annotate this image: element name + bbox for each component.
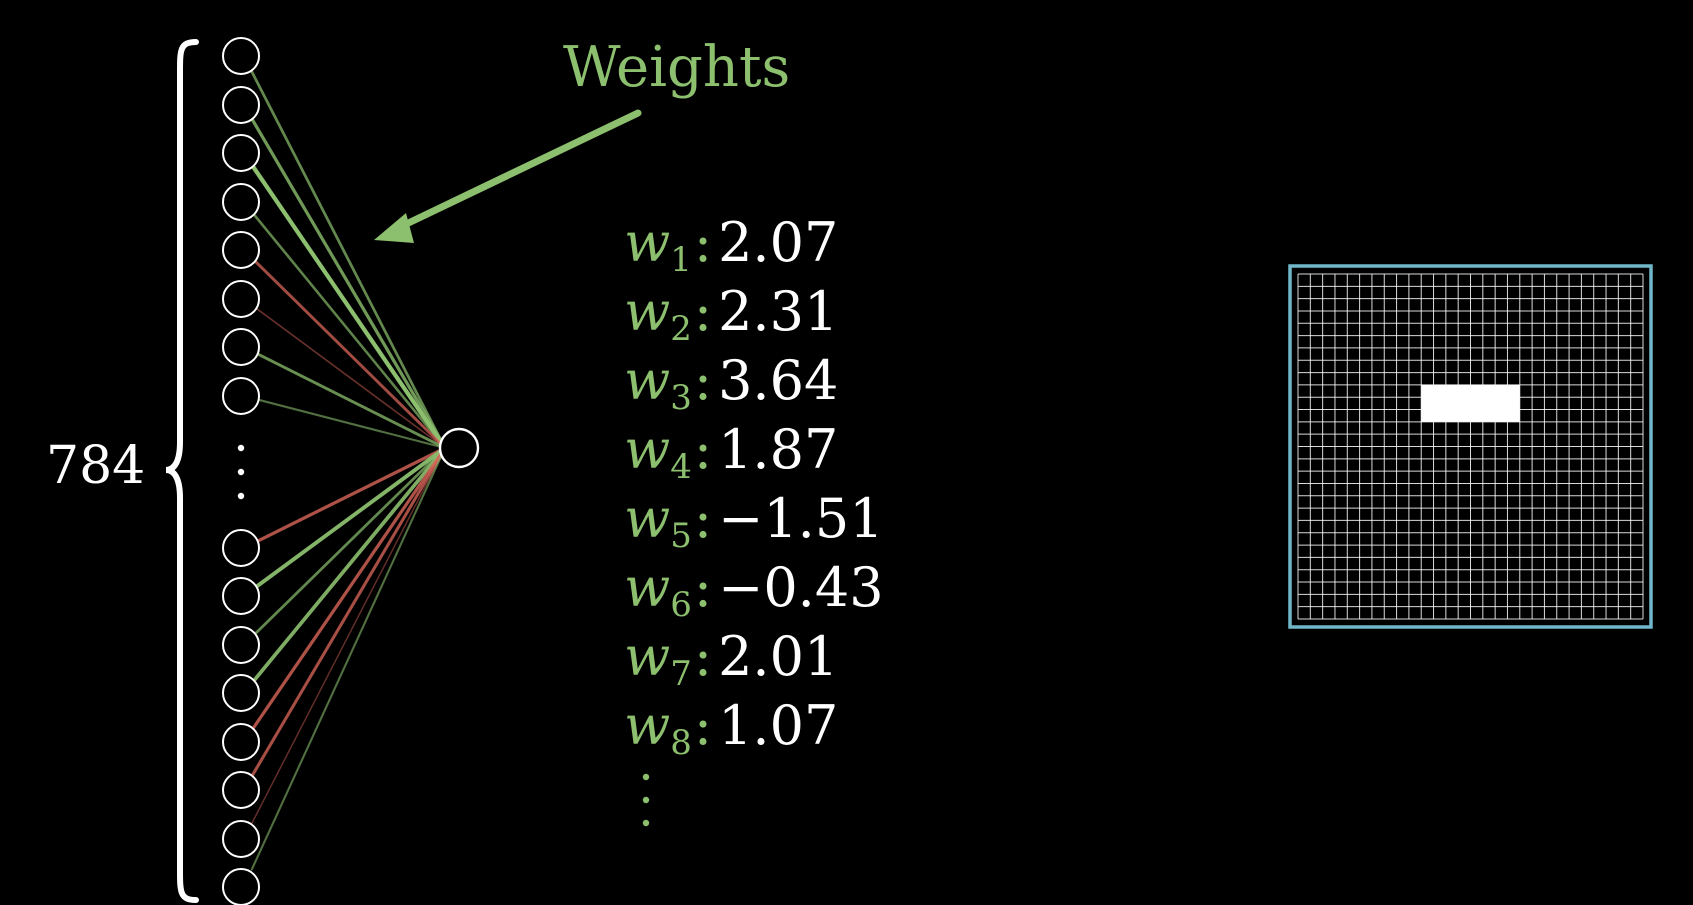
weights-ellipsis-dot-2 — [642, 796, 650, 804]
weights-arrow — [374, 109, 642, 243]
weight-index: 8 — [670, 723, 692, 763]
input-neuron-13 — [222, 723, 260, 761]
weights-annotation-title: Weights — [563, 35, 791, 100]
layer-size-label: 784 — [46, 436, 146, 496]
connection-line-2 — [250, 117, 447, 450]
weight-symbol: w — [624, 418, 671, 481]
connection-lines — [249, 70, 448, 871]
pixel-grid — [1288, 264, 1653, 629]
input-neuron-6 — [222, 280, 260, 318]
connection-line-8 — [250, 397, 447, 450]
weight-symbol: w — [624, 694, 671, 757]
input-neuron-7 — [222, 328, 260, 366]
weight-row-8: w 8:1.07 — [624, 691, 884, 763]
weights-ellipsis — [642, 773, 650, 827]
weight-colon: : — [693, 211, 713, 274]
weight-index: 4 — [670, 447, 692, 487]
weight-index: 3 — [670, 378, 692, 418]
weight-value: 2.31 — [718, 280, 839, 343]
weight-colon: : — [693, 418, 713, 481]
connection-line-5 — [250, 256, 447, 450]
weight-symbol: w — [624, 625, 671, 688]
weight-index: 5 — [670, 516, 692, 556]
input-neuron-9 — [222, 529, 260, 567]
input-neurons — [222, 37, 260, 905]
connection-line-4 — [250, 210, 447, 450]
weight-value: −0.43 — [718, 556, 884, 619]
arrow-shaft — [394, 109, 642, 232]
input-neuron-16 — [222, 868, 260, 905]
connection-line-7 — [250, 349, 447, 450]
weight-symbol: w — [624, 349, 671, 412]
weight-index: 1 — [670, 240, 692, 280]
weights-ellipsis-dot-1 — [642, 773, 650, 781]
weight-row-6: w 6: −0.43 — [624, 553, 884, 625]
input-neuron-1 — [222, 37, 260, 75]
connection-line-11 — [250, 446, 447, 639]
weight-row-4: w 4:1.87 — [624, 415, 884, 487]
connection-line-3 — [249, 162, 448, 451]
connection-line-1 — [250, 70, 447, 450]
connection-line-15 — [251, 447, 446, 825]
weight-colon: : — [693, 556, 713, 619]
input-neuron-10 — [222, 577, 260, 615]
weight-colon: : — [693, 625, 713, 688]
weight-row-1: w 1:2.07 — [624, 208, 884, 280]
input-neuron-4 — [222, 183, 260, 221]
weight-row-3: w 3:3.64 — [624, 346, 884, 418]
weight-row-5: w 5: −1.51 — [624, 484, 884, 556]
connection-line-12 — [249, 446, 447, 686]
layer-brace-path — [165, 39, 199, 903]
connection-line-16 — [250, 446, 447, 871]
weight-value: 3.64 — [718, 349, 839, 412]
ellipsis-dot-2 — [237, 468, 245, 476]
weight-colon: : — [693, 349, 713, 412]
weight-value: 1.07 — [718, 694, 839, 757]
ellipsis-dot-1 — [237, 444, 245, 452]
weight-value: 2.07 — [718, 211, 839, 274]
pixel-grid-border — [1288, 264, 1653, 629]
weight-symbol: w — [624, 280, 671, 343]
input-neuron-14 — [222, 771, 260, 809]
connection-line-13 — [250, 446, 447, 732]
input-neuron-3 — [222, 134, 260, 172]
layer-brace — [165, 39, 199, 903]
weight-index: 2 — [670, 309, 692, 349]
weight-row-7: w 7:2.01 — [624, 622, 884, 694]
weight-value: 2.01 — [718, 625, 839, 688]
connection-line-14 — [250, 446, 447, 778]
input-neuron-12 — [222, 674, 260, 712]
weight-symbol: w — [624, 211, 671, 274]
weights-ellipsis-dot-3 — [642, 819, 650, 827]
weight-colon: : — [693, 694, 713, 757]
weight-symbol: w — [624, 487, 671, 550]
weight-symbol: w — [624, 556, 671, 619]
input-neuron-2 — [222, 86, 260, 124]
weight-colon: : — [693, 487, 713, 550]
input-neuron-5 — [222, 231, 260, 269]
input-neuron-8 — [222, 377, 260, 415]
input-neuron-11 — [222, 626, 260, 664]
connection-line-9 — [250, 446, 447, 546]
input-neuron-15 — [222, 820, 260, 858]
weight-row-2: w 2:2.31 — [624, 277, 884, 349]
output-neuron-circle — [438, 427, 480, 469]
connection-line-10 — [249, 446, 447, 593]
weights-list: w 1:2.07 w 2:2.31 w 3:3.64 w 4:1.87 w 5: −1.51 w 6: −… — [624, 208, 884, 763]
arrow-head — [374, 213, 414, 243]
weight-value: −1.51 — [718, 487, 884, 550]
connection-line-6 — [250, 304, 446, 449]
weight-index: 6 — [670, 585, 692, 625]
neuron-ellipsis — [237, 444, 245, 500]
output-neuron — [438, 427, 480, 469]
weight-index: 7 — [670, 654, 692, 694]
weight-value: 1.87 — [718, 418, 839, 481]
ellipsis-dot-3 — [237, 492, 245, 500]
weight-colon: : — [693, 280, 713, 343]
